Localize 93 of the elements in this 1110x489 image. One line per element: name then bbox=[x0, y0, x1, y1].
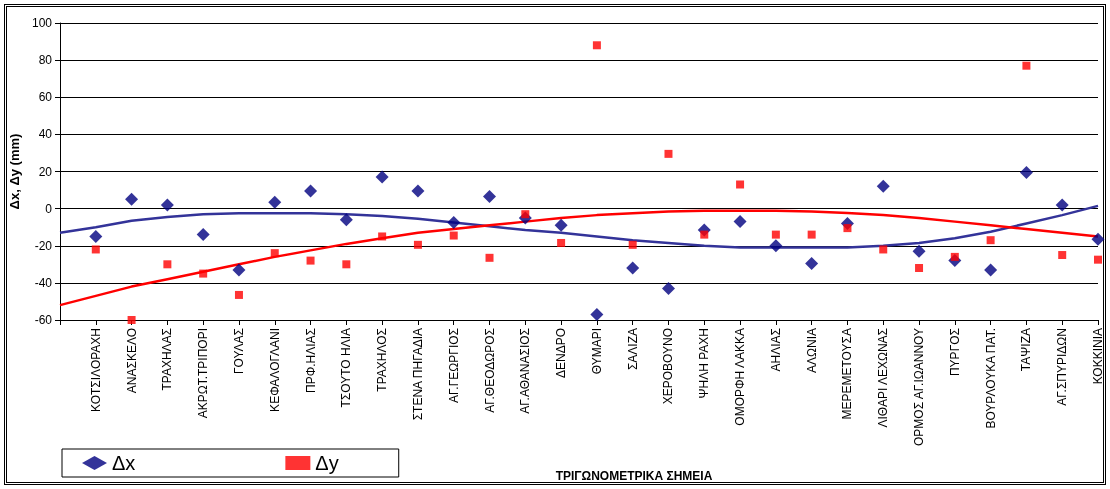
x-tick-label: ΨΗΛΗ ΡΑΧΗ bbox=[697, 328, 712, 399]
point bbox=[411, 184, 425, 198]
point bbox=[915, 264, 924, 273]
point bbox=[733, 215, 747, 229]
x-tick-label: ΤΣΟΥΤΟ ΗΛΙΑ bbox=[339, 328, 354, 408]
point bbox=[1019, 165, 1033, 179]
y-tick-label: 100 bbox=[31, 16, 53, 30]
point bbox=[1094, 255, 1102, 264]
point bbox=[769, 239, 783, 253]
x-tick-label: ΟΜΟΡΦΗ ΛΑΚΚΑ bbox=[733, 328, 748, 426]
point bbox=[661, 281, 675, 295]
x-tick-label: ΣΑΛΙΖΑ bbox=[625, 328, 640, 371]
point bbox=[268, 195, 282, 209]
point bbox=[232, 263, 246, 277]
x-tick-label: ΟΡΜΟΣ ΑΓ.ΙΩΑΝΝΟΥ bbox=[912, 328, 927, 446]
point bbox=[378, 232, 387, 241]
point bbox=[196, 228, 210, 242]
point bbox=[590, 307, 604, 321]
x-tick-label: ΑΓ.ΣΠΥΡΙΔΩΝ bbox=[1055, 328, 1070, 406]
point bbox=[91, 245, 100, 254]
point bbox=[807, 230, 816, 239]
legend-label: Δy bbox=[315, 452, 339, 474]
x-tick-label: ΑΓ.ΑΘΑΝΑΣΙΟΣ bbox=[518, 328, 533, 414]
y-tick-label: 60 bbox=[38, 90, 53, 105]
x-tick-label: ΓΟΥΛΑΣ bbox=[231, 328, 246, 375]
y-axis-title: Δx, Δy (mm) bbox=[7, 133, 23, 210]
x-tick-label: ΑΓ.ΓΕΩΡΓΙΟΣ bbox=[446, 328, 461, 403]
x-tick-label: ΑΚΡΩΤ.ΤΡΙΠΟΡΙ bbox=[196, 328, 211, 419]
point bbox=[1055, 198, 1069, 212]
point bbox=[160, 198, 174, 212]
x-tick-label: ΔΕΝΔΡΟ bbox=[554, 328, 569, 379]
y-tick-label: 40 bbox=[38, 127, 53, 142]
point bbox=[89, 229, 103, 243]
y-tick-label: -60 bbox=[34, 313, 53, 327]
x-tick-label: ΑΗΛΙΑΣ bbox=[768, 328, 783, 372]
point bbox=[626, 261, 640, 275]
point bbox=[554, 218, 568, 232]
x-tick-label: ΠΥΡΓΟΣ bbox=[947, 328, 962, 377]
x-tick-label: ΠΡΦ.ΗΛΙΑΣ bbox=[303, 328, 318, 394]
y-tick-label: 20 bbox=[38, 164, 53, 179]
point bbox=[304, 184, 318, 198]
point bbox=[270, 249, 279, 258]
legend-label: Δx bbox=[112, 452, 136, 474]
point bbox=[843, 224, 852, 233]
x-tick-label: ΚΟΚΚΙΝΙΑ bbox=[1091, 328, 1105, 385]
y-tick-label: 80 bbox=[38, 53, 53, 68]
x-tick-label: ΧΕΡΟΒΟΥΝΟ bbox=[661, 328, 676, 405]
point bbox=[664, 149, 673, 158]
point bbox=[771, 230, 780, 239]
point bbox=[447, 216, 461, 230]
point bbox=[413, 240, 422, 249]
x-tick-label: ΑΓ.ΘΕΟΔΩΡΟΣ bbox=[482, 328, 497, 413]
y-tick-label: -40 bbox=[34, 275, 53, 290]
point bbox=[483, 190, 497, 204]
point bbox=[485, 253, 494, 262]
y-tick-label: -20 bbox=[34, 238, 53, 253]
x-tick-label: ΣΤΕΝΑ ΠΗΓΑΔΙΑ bbox=[410, 328, 425, 421]
point bbox=[805, 256, 819, 270]
point bbox=[306, 256, 315, 265]
point bbox=[986, 236, 995, 245]
x-tick-label: ΜΕΡΕΜΕΤΟΥΣΑ bbox=[840, 328, 855, 420]
point bbox=[912, 244, 926, 258]
point bbox=[163, 260, 172, 269]
point bbox=[592, 41, 601, 50]
x-tick-label: ΚΟΤΣΙΛΟΡΑΧΗ bbox=[88, 328, 103, 412]
point bbox=[234, 290, 243, 299]
x-tick-label: ΤΑΨΙΖΑ bbox=[1019, 328, 1034, 372]
y-tick-label: 0 bbox=[45, 201, 53, 216]
x-tick-label: ΑΝΑΣΚΕΛΟ bbox=[124, 328, 139, 394]
x-tick-label: ΒΟΥΡΛΟΥΚΑ ΠΑΤ. bbox=[983, 328, 998, 429]
x-axis-title: ΤΡΙΓΩΝΟΜΕΤΡΙΚΑ ΣΗΜΕΙΑ bbox=[555, 469, 713, 483]
x-tick-label: ΛΙΘΑΡΙ ΛΕΧΩΝΑΣ bbox=[876, 328, 891, 428]
point bbox=[557, 238, 566, 247]
point bbox=[339, 213, 353, 227]
point bbox=[125, 192, 139, 206]
point bbox=[199, 269, 208, 278]
point bbox=[1091, 232, 1105, 246]
x-tick-label: ΤΡΑΧΗΛΟΣ bbox=[375, 328, 390, 392]
point bbox=[736, 180, 745, 189]
point bbox=[984, 263, 998, 277]
point bbox=[879, 245, 888, 254]
point bbox=[375, 170, 389, 184]
point bbox=[127, 316, 136, 324]
point bbox=[449, 231, 458, 240]
x-tick-label: ΚΕΦΑΛΟΓΛΑΝΙ bbox=[267, 328, 282, 412]
point bbox=[628, 240, 637, 249]
point bbox=[342, 260, 351, 269]
x-tick-label: ΑΛΩΝΙΑ bbox=[804, 328, 819, 373]
point bbox=[1022, 61, 1031, 70]
point bbox=[1058, 251, 1067, 260]
x-tick-label: ΘΥΜΑΡΙ bbox=[589, 328, 604, 375]
x-tick-label: ΤΡΑΧΗΛΑΣ bbox=[160, 328, 175, 391]
point bbox=[876, 179, 890, 193]
